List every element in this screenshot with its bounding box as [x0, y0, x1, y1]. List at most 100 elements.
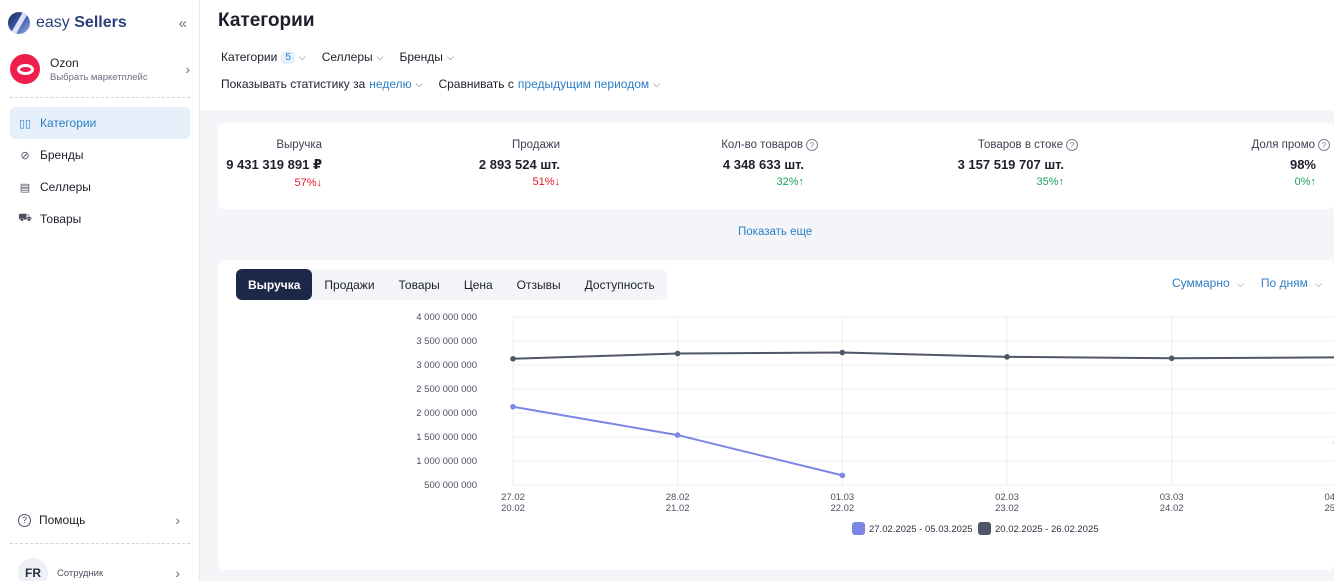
- period-prefix: Показывать статистику за: [221, 77, 366, 91]
- help-icon[interactable]: ?: [1066, 139, 1078, 151]
- sidebar-item-label: Селлеры: [40, 180, 91, 194]
- data-point: [674, 350, 681, 357]
- kpi-card: Выручка 9 431 319 891 ₽ 57%↓ Продажи 2 8…: [218, 123, 1334, 209]
- tab-availability[interactable]: Доступность: [584, 277, 655, 292]
- marketplace-hint: Выбрать маркетплейс: [50, 71, 148, 83]
- categories-count-badge: 5: [281, 50, 295, 64]
- sidebar-item-label: Товары: [40, 212, 82, 226]
- page-title: Категории: [218, 10, 315, 31]
- y-tick-label: 1 500 000 000: [416, 432, 477, 443]
- y-tick-label: 500 000 000: [424, 480, 477, 491]
- sidebar-item-sellers[interactable]: ▤ Селлеры: [10, 171, 190, 203]
- legend-label: 27.02.2025 - 05.03.2025: [869, 524, 973, 535]
- compare-selector[interactable]: Сравнивать с предыдущим периодом ⌵: [438, 77, 660, 91]
- tab-price[interactable]: Цена: [463, 277, 493, 292]
- sidebar-item-label: Категории: [40, 116, 97, 130]
- kpi-delta: 0%↑: [1294, 176, 1316, 188]
- kpi-value: 98%: [1289, 157, 1316, 172]
- kpi-value: 2 893 524 шт.: [478, 157, 560, 172]
- chevron-right-icon: ›: [185, 61, 190, 77]
- aggregate-selector[interactable]: Суммарно ⌵: [1172, 276, 1244, 290]
- divider: [10, 543, 190, 544]
- granularity-label: По дням: [1260, 276, 1308, 290]
- x-tick-label: 20.02: [501, 503, 525, 514]
- kpi-delta: 51%↓: [532, 176, 560, 188]
- sidebar: easy Sellers « Ozon Выбрать маркетплейс …: [0, 0, 200, 581]
- y-tick-label: 3 000 000 000: [416, 360, 477, 371]
- user-menu[interactable]: FR Сотрудник ›: [18, 558, 180, 581]
- chevron-down-icon: ⌵: [1236, 279, 1244, 289]
- page-header: Категории Категории 5 ⌵ Селлеры ⌵ Бренды…: [200, 0, 1334, 110]
- sidebar-item-brands[interactable]: ⊘ Бренды: [10, 139, 190, 171]
- show-more-link[interactable]: Показать еще: [738, 226, 813, 238]
- help-icon[interactable]: ?: [1318, 139, 1330, 151]
- categories-filter[interactable]: Категории 5 ⌵: [221, 50, 306, 64]
- period-value: неделю: [369, 77, 412, 91]
- filter-label: Бренды: [399, 50, 443, 64]
- sellers-filter[interactable]: Селлеры ⌵: [322, 50, 384, 64]
- marketplace-selector[interactable]: Ozon Выбрать маркетплейс ›: [10, 50, 190, 88]
- y-tick-label: 2 500 000 000: [416, 384, 477, 395]
- x-tick-label: 21.02: [666, 503, 690, 514]
- chevron-right-icon: ›: [175, 512, 180, 528]
- avatar: FR: [18, 558, 48, 581]
- data-point: [510, 403, 516, 410]
- legend-swatch: [978, 522, 991, 535]
- chevron-down-icon: ⌵: [653, 78, 660, 89]
- kpi-in-stock: Товаров в стоке? 3 157 519 707 шт. 35%↑: [958, 139, 1078, 188]
- kpi-value: 3 157 519 707 шт.: [957, 157, 1064, 172]
- collapse-sidebar-icon[interactable]: «: [178, 14, 187, 32]
- data-point: [1004, 354, 1010, 360]
- kpi-value: 4 348 633 шт.: [722, 157, 804, 172]
- help-button[interactable]: ? Помощь ›: [18, 512, 180, 528]
- compare-prefix: Сравнивать с: [438, 77, 514, 91]
- sidebar-item-categories[interactable]: ▯▯ Категории: [10, 107, 190, 139]
- data-point: [510, 355, 516, 362]
- tab-products[interactable]: Товары: [398, 277, 440, 292]
- main-content: Категории Категории 5 ⌵ Селлеры ⌵ Бренды…: [200, 0, 1334, 581]
- tab-sales[interactable]: Продажи: [324, 277, 375, 292]
- x-tick-label: 03.03: [1160, 492, 1184, 503]
- brand-name: easy Sellers: [36, 14, 127, 31]
- kpi-label: Кол-во товаров: [721, 139, 803, 151]
- sidebar-nav: ▯▯ Категории ⊘ Бренды ▤ Селлеры ⛟ Товары: [10, 107, 190, 235]
- marketplace-name: Ozon: [50, 55, 79, 70]
- x-tick-label: 02.03: [995, 492, 1019, 503]
- x-tick-label: 23.02: [995, 503, 1019, 514]
- chevron-right-icon: ›: [175, 565, 180, 581]
- period-selector[interactable]: Показывать статистику за неделю ⌵: [221, 77, 422, 91]
- y-tick-label: 4 000 000 000: [416, 312, 477, 323]
- x-tick-label: 27.02: [501, 492, 525, 503]
- help-icon[interactable]: ?: [806, 139, 818, 151]
- brands-filter[interactable]: Бренды ⌵: [399, 50, 453, 64]
- x-tick-label: 25.02: [1324, 503, 1334, 514]
- store-icon: ▤: [19, 181, 31, 194]
- tab-revenue[interactable]: Выручка: [236, 269, 313, 300]
- data-point: [674, 432, 681, 438]
- legend-label: 20.02.2025 - 26.02.2025: [995, 524, 1099, 535]
- sidebar-item-label: Бренды: [40, 148, 84, 162]
- kpi-label: Продажи: [511, 139, 560, 151]
- legend-swatch: [852, 522, 865, 535]
- chevron-down-icon: ⌵: [1315, 279, 1322, 289]
- help-icon: ?: [18, 513, 31, 527]
- categories-icon: ▯▯: [18, 117, 32, 130]
- kpi-sales: Продажи 2 893 524 шт. 51%↓: [479, 139, 560, 188]
- tab-reviews[interactable]: Отзывы: [516, 277, 561, 292]
- kpi-label: Доля промо: [1251, 139, 1315, 151]
- filters-row: Категории 5 ⌵ Селлеры ⌵ Бренды ⌵: [221, 50, 454, 64]
- y-tick-label: 3 500 000 000: [416, 336, 477, 347]
- filter-label: Категории: [221, 50, 278, 64]
- chevron-down-icon: ⌵: [298, 51, 306, 62]
- data-point: [839, 349, 846, 356]
- chevron-down-icon: ⌵: [446, 51, 454, 62]
- kpi-revenue: Выручка 9 431 319 891 ₽ 57%↓: [226, 139, 322, 189]
- compare-value: предыдущим периодом: [517, 77, 650, 91]
- chevron-down-icon: ⌵: [415, 78, 423, 89]
- chevron-down-icon: ⌵: [376, 51, 384, 62]
- brand-logo-icon: [8, 12, 30, 34]
- granularity-selector[interactable]: По дням ⌵: [1261, 276, 1322, 290]
- sidebar-item-products[interactable]: ⛟ Товары: [10, 203, 190, 235]
- divider: [10, 97, 190, 98]
- kpi-label: Выручка: [276, 139, 322, 151]
